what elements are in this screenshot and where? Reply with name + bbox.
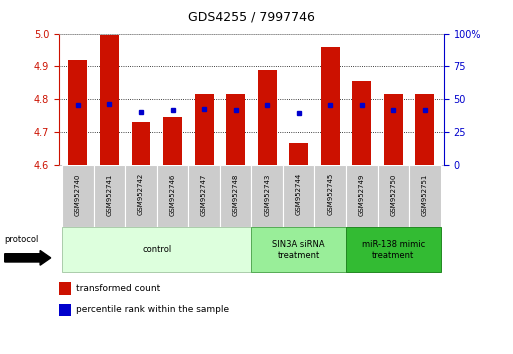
Text: GSM952748: GSM952748	[232, 173, 239, 216]
Text: SIN3A siRNA
treatment: SIN3A siRNA treatment	[272, 240, 325, 259]
Text: GDS4255 / 7997746: GDS4255 / 7997746	[188, 11, 315, 24]
Text: GSM952744: GSM952744	[295, 173, 302, 216]
Text: GSM952740: GSM952740	[75, 173, 81, 216]
Bar	[59, 282, 71, 295]
Bar	[409, 165, 441, 227]
Text: GSM952747: GSM952747	[201, 173, 207, 216]
FancyArrow shape	[5, 251, 51, 265]
Bar	[68, 60, 87, 165]
Bar	[220, 165, 251, 227]
Text: transformed count: transformed count	[76, 284, 161, 293]
Bar	[100, 35, 119, 165]
Bar	[163, 117, 182, 165]
Bar	[125, 165, 157, 227]
Text: protocol: protocol	[5, 235, 39, 244]
Bar	[62, 228, 251, 272]
Text: GSM952741: GSM952741	[107, 173, 112, 216]
Text: control: control	[142, 245, 171, 254]
Bar	[258, 70, 277, 165]
Bar	[352, 81, 371, 165]
Bar	[251, 228, 346, 272]
Text: GSM952746: GSM952746	[169, 173, 175, 216]
Text: GSM952742: GSM952742	[138, 173, 144, 216]
Bar	[314, 165, 346, 227]
Bar	[131, 122, 150, 165]
Bar	[384, 94, 403, 165]
Bar	[416, 94, 435, 165]
Bar	[62, 165, 94, 227]
Bar	[346, 228, 441, 272]
Text: GSM952749: GSM952749	[359, 173, 365, 216]
Bar	[157, 165, 188, 227]
Text: GSM952745: GSM952745	[327, 173, 333, 216]
Bar	[283, 165, 314, 227]
Text: percentile rank within the sample: percentile rank within the sample	[76, 305, 229, 314]
Bar	[289, 143, 308, 165]
Bar	[59, 304, 71, 316]
Bar	[188, 165, 220, 227]
Text: miR-138 mimic
treatment: miR-138 mimic treatment	[362, 240, 425, 259]
Bar	[321, 47, 340, 165]
Text: GSM952750: GSM952750	[390, 173, 396, 216]
Bar	[226, 94, 245, 165]
Bar	[94, 165, 125, 227]
Bar	[346, 165, 378, 227]
Bar	[251, 165, 283, 227]
Text: GSM952751: GSM952751	[422, 173, 428, 216]
Text: GSM952743: GSM952743	[264, 173, 270, 216]
Bar	[378, 165, 409, 227]
Bar	[194, 94, 213, 165]
